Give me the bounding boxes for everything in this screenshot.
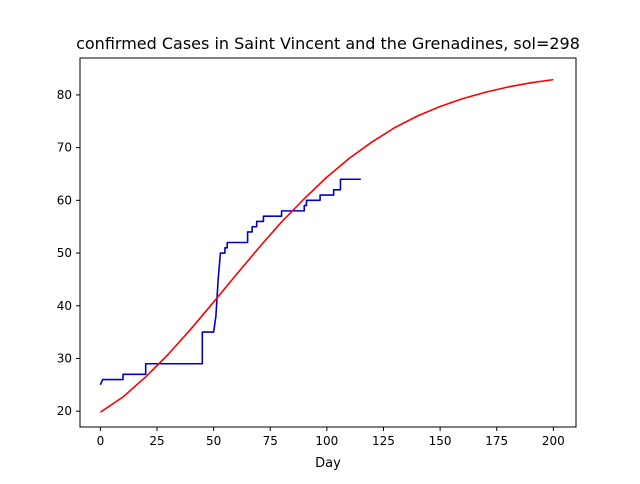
fitted-curve-line [99, 78, 554, 413]
y-tick-label: 80 [57, 88, 72, 102]
x-tick-label: 150 [429, 434, 452, 448]
x-tick-label: 75 [263, 434, 278, 448]
observed-cases-line [99, 178, 361, 386]
x-tick-label: 175 [485, 434, 508, 448]
x-tick-label: 25 [149, 434, 164, 448]
x-tick-label: 200 [542, 434, 565, 448]
x-tick-label: 50 [206, 434, 221, 448]
y-tick-label: 50 [57, 246, 72, 260]
chart-title: confirmed Cases in Saint Vincent and the… [76, 34, 580, 53]
x-axis-label: Day [315, 456, 341, 471]
y-tick-label: 70 [57, 141, 72, 155]
y-tick-label: 20 [57, 404, 72, 418]
y-tick-label: 60 [57, 193, 72, 207]
series-lines [99, 78, 554, 413]
y-axis-ticks: 20 30 40 50 60 70 80 [57, 88, 80, 418]
x-tick-label: 0 [97, 434, 105, 448]
x-axis-ticks: 0 25 50 75 100 125 150 175 200 [97, 427, 565, 448]
x-tick-label: 100 [315, 434, 338, 448]
plot-area [79, 57, 577, 428]
x-tick-label: 125 [372, 434, 395, 448]
y-tick-label: 40 [57, 299, 72, 313]
y-tick-label: 30 [57, 351, 72, 365]
